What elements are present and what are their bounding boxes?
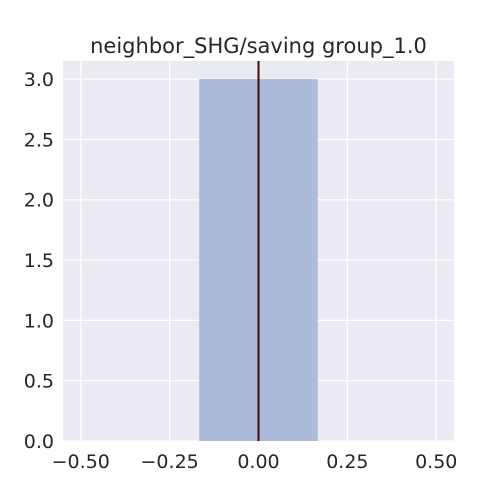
x-tick-label: −0.25 [141, 451, 199, 473]
y-tick-label: 2.0 [24, 190, 54, 212]
x-tick-label: −0.50 [52, 451, 110, 473]
y-tick-label: 2.5 [24, 129, 54, 151]
x-axis-ticks: −0.50 −0.25 0.00 0.25 0.50 [52, 451, 458, 473]
y-tick-label: 1.5 [24, 250, 54, 272]
x-tick-label: 0.25 [326, 451, 368, 473]
y-tick-label: 0.5 [24, 371, 54, 393]
chart-title: neighbor_SHG/saving group_1.0 [90, 34, 427, 59]
x-tick-label: 0.00 [237, 451, 279, 473]
y-tick-label: 3.0 [24, 69, 54, 91]
y-axis-ticks: 0.0 0.5 1.0 1.5 2.0 2.5 3.0 [24, 69, 54, 453]
y-tick-label: 1.0 [24, 310, 54, 332]
x-tick-label: 0.50 [415, 451, 457, 473]
y-tick-label: 0.0 [24, 431, 54, 453]
